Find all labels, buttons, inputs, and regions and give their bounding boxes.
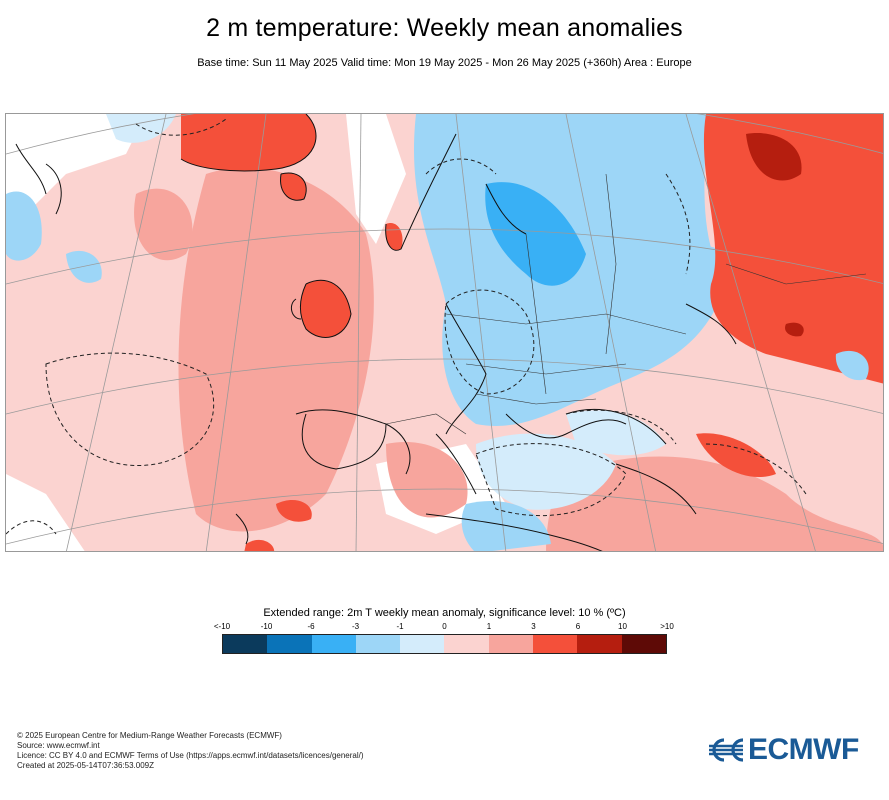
legend-tick: -1 — [396, 622, 404, 631]
region-kazakhstan — [703, 114, 883, 384]
legend-tick: 1 — [486, 622, 492, 631]
region-north-africa — [546, 456, 883, 551]
legend-tick: >10 — [660, 622, 674, 631]
legend-tick: 0 — [442, 622, 447, 631]
region-atlantic-cold — [66, 250, 102, 283]
region-kazakhstan-core-2 — [785, 322, 804, 337]
region-black-sea — [566, 410, 666, 456]
graticule — [6, 114, 883, 551]
legend-swatch — [577, 635, 622, 653]
map-canvas — [6, 114, 883, 551]
legend-swatch — [311, 635, 356, 653]
coastlines — [15, 114, 737, 551]
region-arctic-cold — [106, 114, 176, 143]
legend-swatch — [400, 635, 445, 653]
legend-tick: -3 — [351, 622, 360, 631]
region-atlantic-warm — [178, 167, 374, 532]
color-legend: <-10 -10 -6 -3 -1 0 1 3 6 10 >10 — [214, 622, 674, 656]
region-kazakhstan-core — [746, 133, 802, 181]
legend-swatch — [267, 635, 312, 653]
region-labrador-cold — [6, 191, 42, 261]
ecmwf-logo[interactable]: ECMWF — [707, 733, 877, 767]
legend-swatch — [621, 635, 666, 653]
legend-tick: <-10 — [213, 622, 231, 631]
legend-swatch — [488, 635, 534, 653]
country-borders — [385, 173, 867, 435]
region-greenland — [181, 114, 316, 171]
region-canary-warm — [276, 499, 312, 522]
legend-title: Extended range: 2m T weekly mean anomaly… — [263, 607, 626, 619]
region-iceland — [280, 173, 307, 201]
ecmwf-logo-mark-icon — [709, 738, 744, 762]
footer-created: Created at 2025-05-14T07:36:53.009Z — [17, 761, 154, 770]
footer-source: Source: www.ecmwf.int — [17, 741, 100, 750]
legend-tick: 10 — [618, 622, 627, 631]
significance-contours — [6, 118, 807, 535]
legend-swatch — [533, 635, 578, 653]
footer-copyright: © 2025 European Centre for Medium-Range … — [17, 731, 282, 740]
page-title: 2 m temperature: Weekly mean anomalies — [206, 14, 683, 42]
region-central-asia-cold — [835, 350, 869, 381]
legend-colorbar — [222, 634, 667, 654]
region-iberia-warm — [386, 442, 468, 518]
footer-credits: © 2025 European Centre for Medium-Range … — [17, 731, 364, 771]
legend-tick: 3 — [531, 622, 536, 631]
region-uk — [300, 280, 351, 338]
region-atlantic-warm-2 — [134, 188, 193, 261]
footer-licence: Licence: CC BY 4.0 and ECMWF Terms of Us… — [17, 751, 364, 760]
region-central-russia — [485, 182, 586, 286]
legend-ticks: <-10 -10 -6 -3 -1 0 1 3 6 10 >10 — [214, 622, 674, 634]
region-neutral-sw — [6, 474, 85, 551]
legend-tick: -6 — [307, 622, 315, 631]
legend-tick: -10 — [260, 622, 273, 631]
ecmwf-logo-text: ECMWF — [748, 733, 859, 766]
page-subtitle: Base time: Sun 11 May 2025 Valid time: M… — [197, 57, 692, 69]
legend-swatch — [223, 635, 268, 653]
legend-swatch — [355, 635, 401, 653]
region-eastern-mediterranean — [476, 433, 616, 510]
legend-swatch — [444, 635, 489, 653]
region-neutral-nw — [6, 114, 146, 234]
anomaly-map[interactable] — [5, 113, 884, 552]
legend-tick: 6 — [575, 622, 581, 631]
region-africa-coast-warm — [244, 539, 274, 551]
